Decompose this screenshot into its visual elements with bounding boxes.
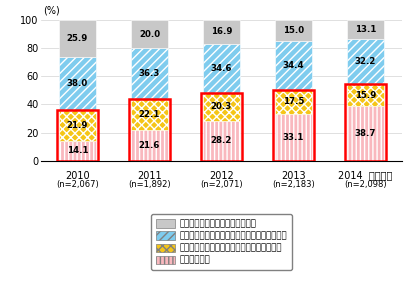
Bar	[274, 90, 311, 114]
Text: 14.1: 14.1	[66, 146, 88, 155]
Text: 2013: 2013	[280, 170, 305, 181]
Bar	[202, 20, 240, 44]
Bar	[274, 41, 311, 90]
Text: 28.2: 28.2	[210, 136, 232, 146]
Text: 33.1: 33.1	[282, 133, 304, 142]
Bar	[346, 39, 383, 84]
Bar	[131, 99, 168, 130]
Legend: クラウドについてよくわからない, 利用していないし、今後も利用する予定もない, 利用していないが、今後利用する予定がある, 利用している: クラウドについてよくわからない, 利用していないし、今後も利用する予定もない, …	[150, 214, 292, 270]
Bar	[131, 20, 168, 48]
Text: 20.3: 20.3	[210, 102, 232, 111]
Text: (%): (%)	[43, 6, 59, 16]
Text: 25.9: 25.9	[66, 34, 88, 43]
Text: (n=2,067): (n=2,067)	[56, 180, 99, 189]
Text: (n=2,098): (n=2,098)	[344, 180, 386, 189]
Bar	[202, 92, 240, 121]
Bar	[59, 57, 96, 110]
Text: 38.0: 38.0	[66, 79, 88, 88]
Text: 32.2: 32.2	[354, 57, 375, 66]
Bar	[59, 141, 96, 161]
Bar	[346, 20, 383, 39]
Text: (n=2,071): (n=2,071)	[200, 180, 242, 189]
Bar	[274, 114, 311, 161]
Text: 16.9: 16.9	[210, 28, 232, 36]
Bar	[346, 84, 383, 106]
Text: (n=2,183): (n=2,183)	[271, 180, 314, 189]
Text: 15.0: 15.0	[282, 26, 304, 35]
Bar	[59, 20, 96, 57]
Bar	[346, 106, 383, 161]
Bar	[59, 110, 96, 141]
Text: 2010: 2010	[65, 170, 90, 181]
Bar	[131, 48, 168, 99]
Text: 22.1: 22.1	[138, 110, 160, 119]
Text: 20.0: 20.0	[138, 30, 160, 39]
Bar	[274, 20, 311, 41]
Bar	[202, 44, 240, 92]
Text: 21.6: 21.6	[138, 141, 160, 150]
Text: 34.6: 34.6	[210, 64, 232, 73]
Text: 36.3: 36.3	[138, 69, 160, 78]
Text: 2012: 2012	[209, 170, 233, 181]
Text: 34.4: 34.4	[282, 61, 304, 70]
Text: 15.9: 15.9	[354, 91, 375, 100]
Bar	[131, 130, 168, 161]
Text: 2011: 2011	[137, 170, 161, 181]
Text: 17.5: 17.5	[282, 97, 304, 106]
Text: 21.9: 21.9	[66, 121, 88, 130]
Text: 2014  （年末）: 2014 （年末）	[337, 170, 392, 181]
Bar	[202, 121, 240, 161]
Text: 38.7: 38.7	[354, 129, 375, 138]
Text: (n=1,892): (n=1,892)	[128, 180, 170, 189]
Text: 13.1: 13.1	[354, 25, 375, 34]
